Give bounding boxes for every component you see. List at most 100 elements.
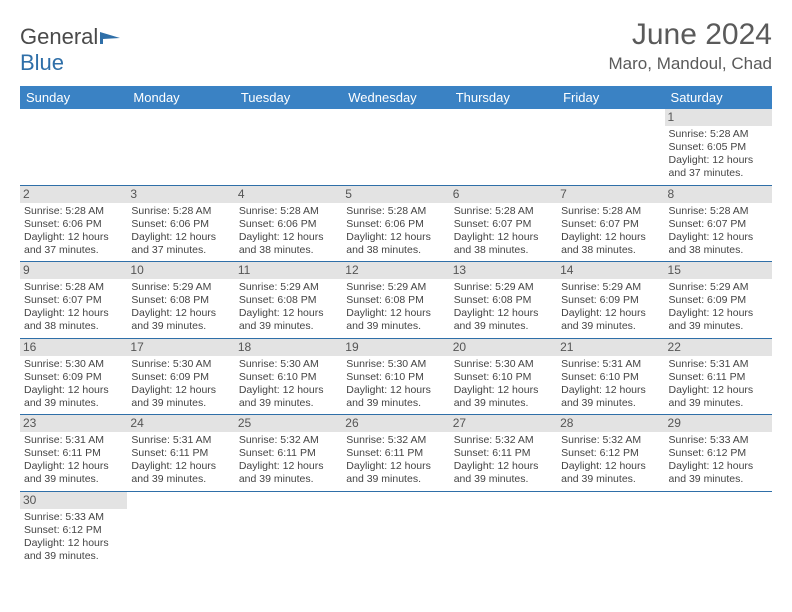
- sunrise-line: Sunrise: 5:30 AM: [24, 358, 123, 371]
- sunset-line: Sunset: 6:11 PM: [24, 447, 123, 460]
- weekday-header: Thursday: [450, 86, 557, 109]
- empty-cell: [235, 109, 342, 185]
- day-cell: 7Sunrise: 5:28 AMSunset: 6:07 PMDaylight…: [557, 185, 664, 262]
- sunset-line: Sunset: 6:08 PM: [131, 294, 230, 307]
- daylight-line: Daylight: 12 hours and 39 minutes.: [131, 384, 230, 410]
- daylight-line: Daylight: 12 hours and 39 minutes.: [24, 460, 123, 486]
- day-number: 18: [235, 339, 342, 356]
- day-number: 12: [342, 262, 449, 279]
- sunset-line: Sunset: 6:09 PM: [561, 294, 660, 307]
- sunset-line: Sunset: 6:11 PM: [239, 447, 338, 460]
- sunset-line: Sunset: 6:07 PM: [561, 218, 660, 231]
- day-cell: 19Sunrise: 5:30 AMSunset: 6:10 PMDayligh…: [342, 338, 449, 415]
- sunset-line: Sunset: 6:06 PM: [346, 218, 445, 231]
- day-cell: 21Sunrise: 5:31 AMSunset: 6:10 PMDayligh…: [557, 338, 664, 415]
- daylight-line: Daylight: 12 hours and 39 minutes.: [561, 460, 660, 486]
- sunrise-line: Sunrise: 5:28 AM: [669, 205, 768, 218]
- sunrise-line: Sunrise: 5:28 AM: [239, 205, 338, 218]
- sunset-line: Sunset: 6:06 PM: [131, 218, 230, 231]
- logo-text-1: General: [20, 24, 98, 49]
- day-number: 25: [235, 415, 342, 432]
- sunrise-line: Sunrise: 5:33 AM: [669, 434, 768, 447]
- day-cell: 11Sunrise: 5:29 AMSunset: 6:08 PMDayligh…: [235, 262, 342, 339]
- empty-cell: [450, 491, 557, 567]
- daylight-line: Daylight: 12 hours and 38 minutes.: [454, 231, 553, 257]
- sunrise-line: Sunrise: 5:29 AM: [669, 281, 768, 294]
- day-cell: 28Sunrise: 5:32 AMSunset: 6:12 PMDayligh…: [557, 415, 664, 492]
- empty-cell: [557, 109, 664, 185]
- day-number: 23: [20, 415, 127, 432]
- day-number: 13: [450, 262, 557, 279]
- flag-icon: [100, 30, 122, 46]
- sunset-line: Sunset: 6:08 PM: [454, 294, 553, 307]
- sunset-line: Sunset: 6:06 PM: [239, 218, 338, 231]
- day-number: 4: [235, 186, 342, 203]
- daylight-line: Daylight: 12 hours and 37 minutes.: [24, 231, 123, 257]
- day-cell: 30Sunrise: 5:33 AMSunset: 6:12 PMDayligh…: [20, 491, 127, 567]
- sunrise-line: Sunrise: 5:29 AM: [346, 281, 445, 294]
- sunrise-line: Sunrise: 5:32 AM: [239, 434, 338, 447]
- sunrise-line: Sunrise: 5:31 AM: [561, 358, 660, 371]
- weekday-header: Sunday: [20, 86, 127, 109]
- sunrise-line: Sunrise: 5:30 AM: [239, 358, 338, 371]
- daylight-line: Daylight: 12 hours and 39 minutes.: [454, 307, 553, 333]
- day-cell: 5Sunrise: 5:28 AMSunset: 6:06 PMDaylight…: [342, 185, 449, 262]
- day-number: 19: [342, 339, 449, 356]
- sunset-line: Sunset: 6:12 PM: [561, 447, 660, 460]
- daylight-line: Daylight: 12 hours and 38 minutes.: [239, 231, 338, 257]
- sunset-line: Sunset: 6:10 PM: [239, 371, 338, 384]
- calendar-table: SundayMondayTuesdayWednesdayThursdayFrid…: [20, 86, 772, 567]
- daylight-line: Daylight: 12 hours and 39 minutes.: [669, 384, 768, 410]
- weekday-header: Wednesday: [342, 86, 449, 109]
- empty-cell: [127, 491, 234, 567]
- sunrise-line: Sunrise: 5:30 AM: [131, 358, 230, 371]
- sunset-line: Sunset: 6:10 PM: [561, 371, 660, 384]
- empty-cell: [665, 491, 772, 567]
- daylight-line: Daylight: 12 hours and 39 minutes.: [346, 307, 445, 333]
- calendar-row: 16Sunrise: 5:30 AMSunset: 6:09 PMDayligh…: [20, 338, 772, 415]
- daylight-line: Daylight: 12 hours and 39 minutes.: [346, 384, 445, 410]
- sunset-line: Sunset: 6:06 PM: [24, 218, 123, 231]
- weekday-header-row: SundayMondayTuesdayWednesdayThursdayFrid…: [20, 86, 772, 109]
- daylight-line: Daylight: 12 hours and 39 minutes.: [131, 307, 230, 333]
- sunset-line: Sunset: 6:11 PM: [346, 447, 445, 460]
- day-cell: 8Sunrise: 5:28 AMSunset: 6:07 PMDaylight…: [665, 185, 772, 262]
- daylight-line: Daylight: 12 hours and 38 minutes.: [669, 231, 768, 257]
- day-cell: 23 Sunrise: 5:31 AMSunset: 6:11 PMDayligh…: [20, 415, 127, 492]
- logo-text-2: Blue: [20, 50, 64, 75]
- day-cell: 22Sunrise: 5:31 AMSunset: 6:11 PMDayligh…: [665, 338, 772, 415]
- sunset-line: Sunset: 6:08 PM: [239, 294, 338, 307]
- daylight-line: Daylight: 12 hours and 39 minutes.: [454, 384, 553, 410]
- day-cell: 25Sunrise: 5:32 AMSunset: 6:11 PMDayligh…: [235, 415, 342, 492]
- weekday-header: Monday: [127, 86, 234, 109]
- weekday-header: Saturday: [665, 86, 772, 109]
- day-cell: 15Sunrise: 5:29 AMSunset: 6:09 PMDayligh…: [665, 262, 772, 339]
- daylight-line: Daylight: 12 hours and 39 minutes.: [24, 537, 123, 563]
- daylight-line: Daylight: 12 hours and 39 minutes.: [239, 384, 338, 410]
- day-number: 7: [557, 186, 664, 203]
- sunset-line: Sunset: 6:08 PM: [346, 294, 445, 307]
- calendar-body: 1Sunrise: 5:28 AMSunset: 6:05 PMDaylight…: [20, 109, 772, 567]
- day-cell: 20Sunrise: 5:30 AMSunset: 6:10 PMDayligh…: [450, 338, 557, 415]
- logo-text: GeneralBlue: [20, 24, 122, 76]
- daylight-line: Daylight: 12 hours and 39 minutes.: [346, 460, 445, 486]
- empty-cell: [342, 109, 449, 185]
- sunrise-line: Sunrise: 5:29 AM: [454, 281, 553, 294]
- daylight-line: Daylight: 12 hours and 38 minutes.: [561, 231, 660, 257]
- day-number: 20: [450, 339, 557, 356]
- sunrise-line: Sunrise: 5:28 AM: [24, 281, 123, 294]
- empty-cell: [20, 109, 127, 185]
- daylight-line: Daylight: 12 hours and 37 minutes.: [669, 154, 768, 180]
- day-cell: 14Sunrise: 5:29 AMSunset: 6:09 PMDayligh…: [557, 262, 664, 339]
- sunrise-line: Sunrise: 5:29 AM: [239, 281, 338, 294]
- day-number: 22: [665, 339, 772, 356]
- day-cell: 2Sunrise: 5:28 AMSunset: 6:06 PMDaylight…: [20, 185, 127, 262]
- empty-cell: [235, 491, 342, 567]
- location: Maro, Mandoul, Chad: [609, 54, 772, 74]
- sunrise-line: Sunrise: 5:31 AM: [24, 434, 123, 447]
- sunrise-line: Sunrise: 5:30 AM: [346, 358, 445, 371]
- sunrise-line: Sunrise: 5:32 AM: [454, 434, 553, 447]
- day-number: 30: [20, 492, 127, 509]
- day-number: 29: [665, 415, 772, 432]
- sunrise-line: Sunrise: 5:32 AM: [561, 434, 660, 447]
